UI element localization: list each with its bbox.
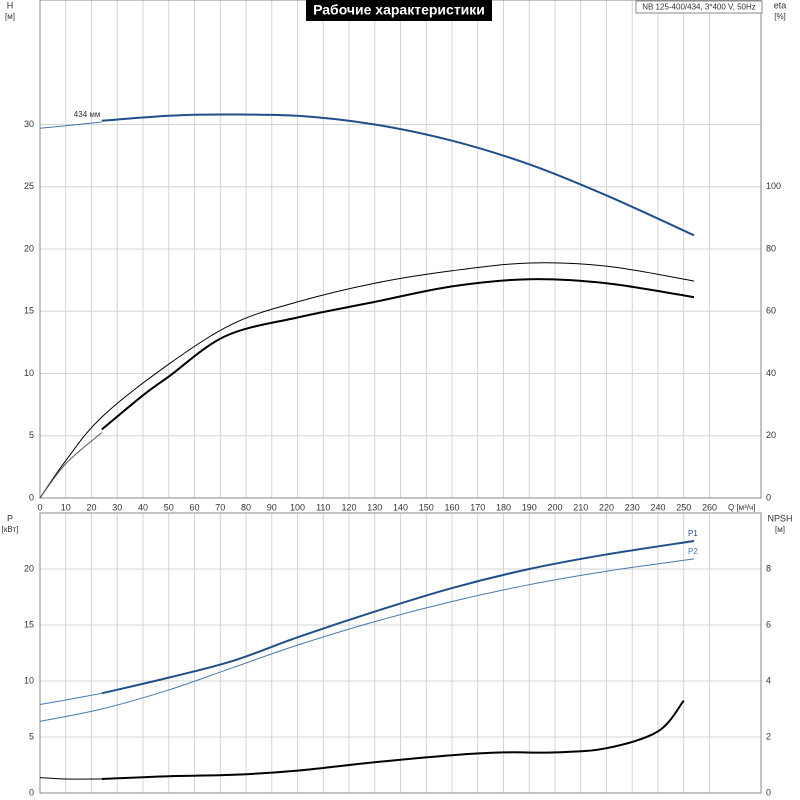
title-box xyxy=(306,0,492,21)
y2-tick-label: 60 xyxy=(766,306,776,316)
y2-tick-label: 8 xyxy=(766,563,771,573)
x-tick-label: 110 xyxy=(316,502,330,512)
y2-tick-label: 0 xyxy=(766,492,771,502)
x-tick-label: 60 xyxy=(189,502,199,512)
curve xyxy=(39,558,695,722)
y-tick-label: 0 xyxy=(29,492,34,502)
curve xyxy=(39,777,102,780)
x-tick-label: 70 xyxy=(215,502,225,512)
x-tick-label: 50 xyxy=(164,502,174,512)
y2-tick-label: 40 xyxy=(766,368,776,378)
y-tick-label: 5 xyxy=(29,430,34,440)
y2-tick-label: 0 xyxy=(766,787,771,797)
y2-axis-unit: [%] xyxy=(774,12,786,21)
curve xyxy=(39,692,102,706)
y-tick-label: 10 xyxy=(24,675,34,685)
y-axis-label: H xyxy=(7,0,14,10)
y2-axis-label: eta xyxy=(774,0,787,10)
y-tick-label: 0 xyxy=(29,787,34,797)
y2-tick-label: 80 xyxy=(766,243,776,253)
y-tick-label: 15 xyxy=(24,619,34,629)
x-tick-label: 90 xyxy=(267,502,277,512)
x-tick-label: 160 xyxy=(444,502,459,512)
x-tick-label: 120 xyxy=(341,502,356,512)
x-tick-label: 100 xyxy=(290,502,305,512)
x-tick-label: 180 xyxy=(496,502,511,512)
x-tick-label: 80 xyxy=(241,502,251,512)
y-axis-unit: [кВт] xyxy=(2,525,19,534)
chart-title: Рабочие характеристики xyxy=(313,2,485,18)
pump-label: NB 125-400/434, 3*400 V, 50Hz xyxy=(642,3,756,12)
curve xyxy=(101,113,695,237)
y-axis-unit: [м] xyxy=(5,12,15,21)
x-tick-label: 30 xyxy=(112,502,122,512)
y-tick-label: 20 xyxy=(24,243,34,253)
x-tick-label: 230 xyxy=(625,502,640,512)
y2-axis-label: NPSH xyxy=(767,513,792,523)
curve-label: 434 мм xyxy=(74,110,101,119)
x-tick-label: 130 xyxy=(367,502,382,512)
y-tick-label: 5 xyxy=(29,731,34,741)
curve xyxy=(101,540,695,695)
x-tick-label: 170 xyxy=(470,502,485,512)
curve xyxy=(101,699,685,780)
x-tick-label: 190 xyxy=(522,502,537,512)
x-tick-label: 0 xyxy=(37,502,42,512)
x-tick-label: 150 xyxy=(419,502,434,512)
y2-tick-label: 20 xyxy=(766,430,776,440)
x-tick-label: 140 xyxy=(393,502,408,512)
x-tick-label: 220 xyxy=(599,502,614,512)
y-tick-label: 25 xyxy=(24,181,34,191)
series-label: P1 xyxy=(688,529,698,538)
y-tick-label: 20 xyxy=(24,563,34,573)
y-tick-label: 30 xyxy=(24,119,34,129)
y-axis-label: P xyxy=(7,513,13,523)
x-tick-label: 20 xyxy=(86,502,96,512)
x-tick-label: 40 xyxy=(138,502,148,512)
x-axis-label: Q [м³/ч] xyxy=(728,503,755,512)
y2-tick-label: 2 xyxy=(766,731,771,741)
x-tick-label: 260 xyxy=(702,502,717,512)
plot-frame xyxy=(39,512,762,794)
y2-tick-label: 4 xyxy=(766,675,771,685)
plot-frame xyxy=(39,0,762,499)
curve xyxy=(39,121,102,129)
series-label: P2 xyxy=(688,547,698,556)
y-tick-label: 15 xyxy=(24,306,34,316)
curve xyxy=(39,262,695,499)
x-tick-label: 200 xyxy=(547,502,562,512)
pump-label-box xyxy=(635,0,763,14)
x-tick-label: 10 xyxy=(61,502,71,512)
y2-axis-unit: [м] xyxy=(775,525,785,534)
x-tick-label: 210 xyxy=(573,502,588,512)
x-tick-label: 250 xyxy=(676,502,691,512)
y-tick-label: 10 xyxy=(24,368,34,378)
x-tick-label: 240 xyxy=(650,502,665,512)
curve xyxy=(101,278,695,431)
y2-tick-label: 6 xyxy=(766,619,771,629)
curve xyxy=(39,432,103,499)
y2-tick-label: 100 xyxy=(766,181,781,191)
